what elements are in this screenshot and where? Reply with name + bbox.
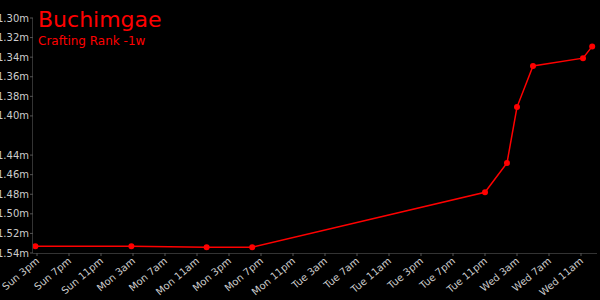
chart: 1.30m 1.32m 1.34m 1.36m 1.38m 1.40m 1.44m 1.46m… [0, 0, 600, 300]
point [580, 55, 586, 61]
point [204, 244, 210, 250]
x-tick-label: Tue 11am [348, 255, 393, 295]
x-tick [101, 253, 102, 256]
y-tick [30, 96, 33, 97]
x-axis [33, 253, 597, 254]
x-tick [581, 253, 582, 256]
point [249, 244, 255, 250]
x-tick [389, 253, 390, 256]
y-tick-label: 1.48m [0, 189, 29, 200]
y-tick-label: 1.52m [0, 228, 29, 239]
subtitle: Crafting Rank -1w [38, 34, 146, 48]
y-tick [30, 194, 33, 195]
x-tick [197, 253, 198, 256]
x-tick [69, 253, 70, 256]
y-tick [30, 37, 33, 38]
x-tick [261, 253, 262, 256]
y-tick-label: 1.50m [0, 208, 29, 219]
x-tick [37, 253, 38, 256]
point [33, 243, 38, 249]
y-tick [30, 76, 33, 77]
x-tick [421, 253, 422, 256]
y-tick [30, 253, 33, 254]
y-tick-label: 1.44m [0, 150, 29, 161]
y-axis [32, 18, 33, 253]
point [589, 43, 595, 49]
point [514, 104, 520, 110]
y-tick-label: 1.36m [0, 71, 29, 82]
y-tick [30, 18, 33, 19]
y-tick-label: 1.54m [0, 248, 29, 259]
point [482, 189, 488, 195]
background [0, 0, 600, 300]
x-tick-label: Mon 11am [154, 255, 202, 297]
y-tick [30, 115, 33, 116]
x-tick [229, 253, 230, 256]
title: Buchimgae [38, 7, 162, 32]
x-tick [357, 253, 358, 256]
x-tick [133, 253, 134, 256]
y-tick [30, 174, 33, 175]
x-tick-label: Mon 11pm [250, 255, 298, 298]
x-tick [549, 253, 550, 256]
y-tick-label: 1.30m [0, 13, 29, 24]
y-tick [30, 213, 33, 214]
y-tick-label: 1.40m [0, 110, 29, 121]
x-tick [325, 253, 326, 256]
y-tick-label: 1.38m [0, 91, 29, 102]
x-tick [293, 253, 294, 256]
x-tick-label: Wed 11am [537, 255, 585, 298]
point [530, 63, 536, 69]
y-tick [30, 155, 33, 156]
y-tick-label: 1.34m [0, 52, 29, 63]
y-tick-label: 1.46m [0, 169, 29, 180]
x-tick [453, 253, 454, 256]
point [504, 160, 510, 166]
line [35, 46, 592, 247]
x-tick [165, 253, 166, 256]
x-tick-label: Tue 3am [289, 255, 329, 291]
x-tick [485, 253, 486, 256]
x-tick [517, 253, 518, 256]
x-tick-label: Tue 3pm [385, 255, 426, 292]
y-tick-label: 1.32m [0, 32, 29, 43]
point [128, 243, 134, 249]
y-tick [30, 233, 33, 234]
y-tick [30, 57, 33, 58]
plot-area [33, 43, 595, 250]
